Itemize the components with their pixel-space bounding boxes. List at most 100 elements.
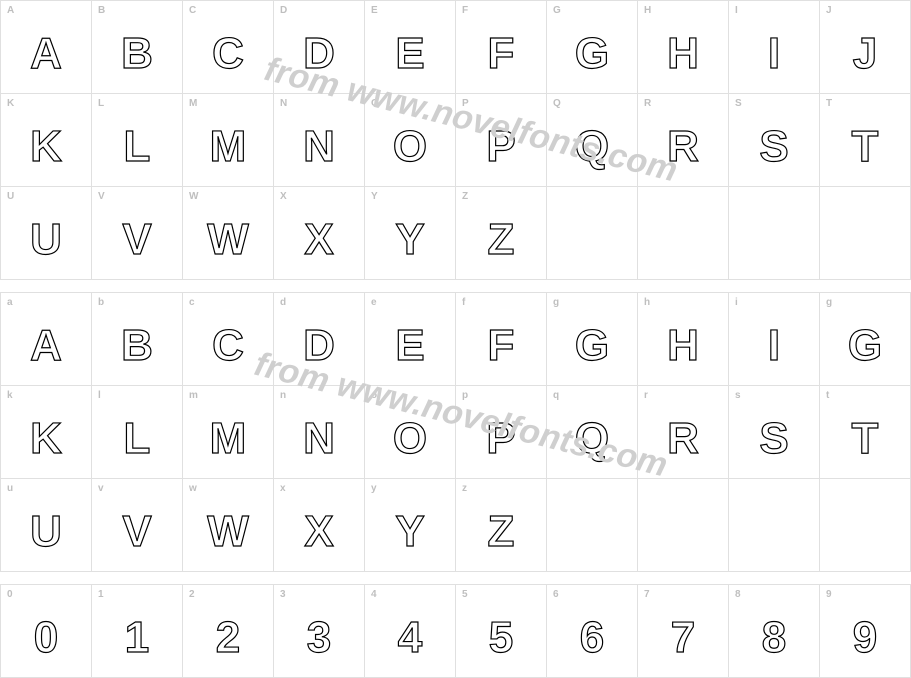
glyph: R [667,417,699,461]
cell-label: N [280,98,287,109]
glyph: M [210,125,247,169]
glyph: P [486,125,515,169]
cell-label: X [280,191,287,202]
glyph-cell: JJ [820,1,911,94]
glyph-cell: 88 [729,585,820,678]
cell-label: T [826,98,832,109]
cell-label: t [826,390,829,401]
glyph-cell: lL [92,386,183,479]
glyph: L [124,417,151,461]
glyph-cell: RR [638,94,729,187]
cell-label: K [7,98,14,109]
glyph-cell: XX [274,187,365,280]
cell-label: g [826,297,832,308]
glyph-cell: DD [274,1,365,94]
cell-label: 9 [826,589,832,600]
glyph: O [393,417,427,461]
glyph-cell [547,479,638,572]
glyph: Q [575,417,609,461]
glyph: W [207,218,249,262]
uppercase-grid: AABBCCDDEEFFGGHHIIJJKKLLMMNNOOPPQQRRSSTT… [0,0,911,280]
cell-label: 1 [98,589,104,600]
glyph-cell: nN [274,386,365,479]
glyph: 7 [671,616,695,660]
glyph: X [304,510,333,554]
glyph-cell: CC [183,1,274,94]
glyph-cell: cC [183,293,274,386]
glyph-cell: QQ [547,94,638,187]
glyph: E [395,324,424,368]
glyph-cell: VV [92,187,183,280]
glyph-cell: ZZ [456,187,547,280]
cell-label: s [735,390,741,401]
glyph-cell: aA [1,293,92,386]
glyph-cell: yY [365,479,456,572]
cell-label: o [371,390,377,401]
glyph: U [30,218,62,262]
glyph: N [303,417,335,461]
cell-label: R [644,98,651,109]
glyph-cell: WW [183,187,274,280]
glyph: B [121,32,153,76]
cell-label: M [189,98,197,109]
glyph-cell: TT [820,94,911,187]
glyph: I [768,324,780,368]
glyph-cell: 00 [1,585,92,678]
cell-label: 5 [462,589,468,600]
glyph: K [30,125,62,169]
glyph: Z [488,510,515,554]
glyph: A [30,324,62,368]
glyph-cell: gG [820,293,911,386]
glyph-cell: bB [92,293,183,386]
cell-label: w [189,483,197,494]
glyph: V [122,510,151,554]
glyph-cell [820,187,911,280]
glyph: Y [395,510,424,554]
glyph-cell: kK [1,386,92,479]
glyph: G [575,324,609,368]
glyph: T [852,125,879,169]
glyph-cell: xX [274,479,365,572]
glyph-cell: fF [456,293,547,386]
glyph: D [303,32,335,76]
cell-label: r [644,390,648,401]
cell-label: b [98,297,104,308]
glyph-cell: hH [638,293,729,386]
cell-label: S [735,98,742,109]
cell-label: d [280,297,286,308]
glyph: 1 [125,616,149,660]
glyph-cell: 22 [183,585,274,678]
cell-label: m [189,390,198,401]
glyph-cell: 33 [274,585,365,678]
glyph-cell: GG [547,1,638,94]
glyph-cell: II [729,1,820,94]
glyph-cell: 44 [365,585,456,678]
cell-label: L [98,98,104,109]
glyph: Z [488,218,515,262]
cell-label: 7 [644,589,650,600]
lowercase-grid: aAbBcCdDeEfFgGhHiIgGkKlLmMnNoOpPqQrRsStT… [0,292,911,572]
glyph: C [212,324,244,368]
glyph-cell: eE [365,293,456,386]
cell-label: 2 [189,589,195,600]
glyph: W [207,510,249,554]
glyph: B [121,324,153,368]
cell-label: l [98,390,101,401]
glyph-cell: 11 [92,585,183,678]
cell-label: u [7,483,13,494]
glyph: G [848,324,882,368]
glyph: G [575,32,609,76]
glyph: F [488,324,515,368]
glyph-cell: sS [729,386,820,479]
cell-label: n [280,390,286,401]
cell-label: W [189,191,198,202]
cell-label: E [371,5,378,16]
cell-label: V [98,191,105,202]
cell-label: c [189,297,195,308]
cell-label: p [462,390,468,401]
glyph: H [667,324,699,368]
glyph: 0 [34,616,58,660]
glyph-cell: PP [456,94,547,187]
cell-label: H [644,5,651,16]
glyph-cell: qQ [547,386,638,479]
